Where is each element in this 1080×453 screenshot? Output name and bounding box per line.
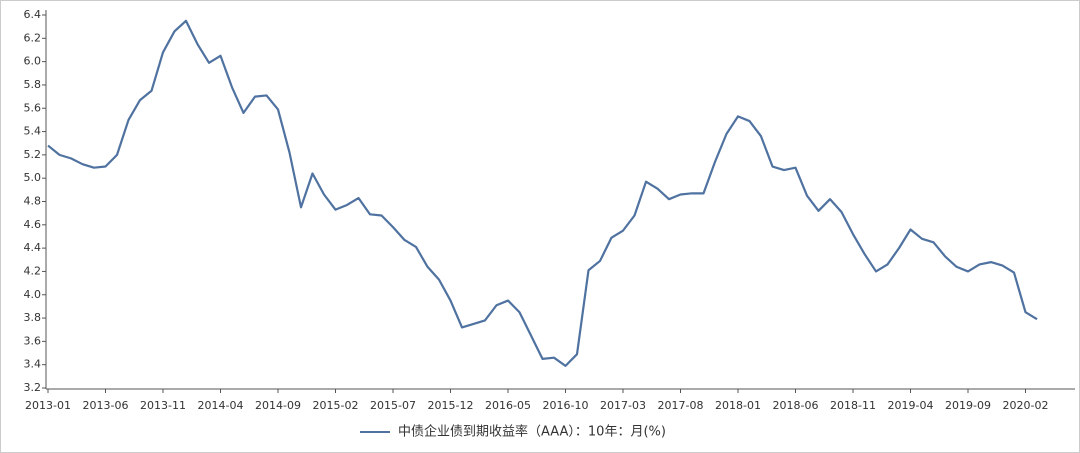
x-tick-label: 2019-09 [945, 399, 991, 412]
x-tick-label: 2018-06 [773, 399, 819, 412]
x-tick-label: 2018-11 [830, 399, 876, 412]
x-tick-label: 2016-05 [485, 399, 531, 412]
y-tick-label: 5.4 [24, 125, 42, 138]
x-tick-label: 2018-01 [715, 399, 761, 412]
x-tick-label: 2013-06 [83, 399, 129, 412]
y-tick-label: 5.8 [24, 78, 42, 91]
y-tick-label: 5.6 [24, 101, 42, 114]
y-tick-label: 4.4 [24, 241, 42, 254]
x-tick-label: 2014-09 [255, 399, 301, 412]
y-tick-label: 5.2 [24, 148, 42, 161]
x-tick-label: 2019-04 [888, 399, 934, 412]
y-tick-label: 6.0 [24, 55, 42, 68]
y-tick-label: 6.2 [24, 31, 42, 44]
y-tick-label: 4.8 [24, 195, 42, 208]
x-tick-label: 2015-02 [313, 399, 359, 412]
y-tick-label: 3.8 [24, 311, 42, 324]
line [47, 19, 1038, 367]
y-tick-label: 3.2 [24, 381, 42, 394]
x-tick-label: 2013-01 [25, 399, 71, 412]
x-tick-label: 2014-04 [198, 399, 244, 412]
y-tick-label: 4.2 [24, 264, 42, 277]
y-tick-label: 4.0 [24, 288, 42, 301]
x-tick-label: 2020-02 [1003, 399, 1049, 412]
legend-label: 中债企业债到期收益率（AAA）：10年：月(%) [398, 424, 666, 440]
y-tick-label: 3.6 [24, 334, 42, 347]
y-tick-label: 3.4 [24, 358, 42, 371]
x-tick-label: 2017-08 [658, 399, 704, 412]
y-tick-label: 6.4 [24, 8, 42, 21]
x-tick-label: 2015-12 [428, 399, 474, 412]
x-tick-label: 2015-07 [370, 399, 416, 412]
x-tick-label: 2013-11 [140, 399, 186, 412]
x-tick-label: 2017-03 [600, 399, 646, 412]
y-tick-label: 4.6 [24, 218, 42, 231]
x-tick-label: 2016-10 [543, 399, 589, 412]
y-tick-label: 5.0 [24, 171, 42, 184]
